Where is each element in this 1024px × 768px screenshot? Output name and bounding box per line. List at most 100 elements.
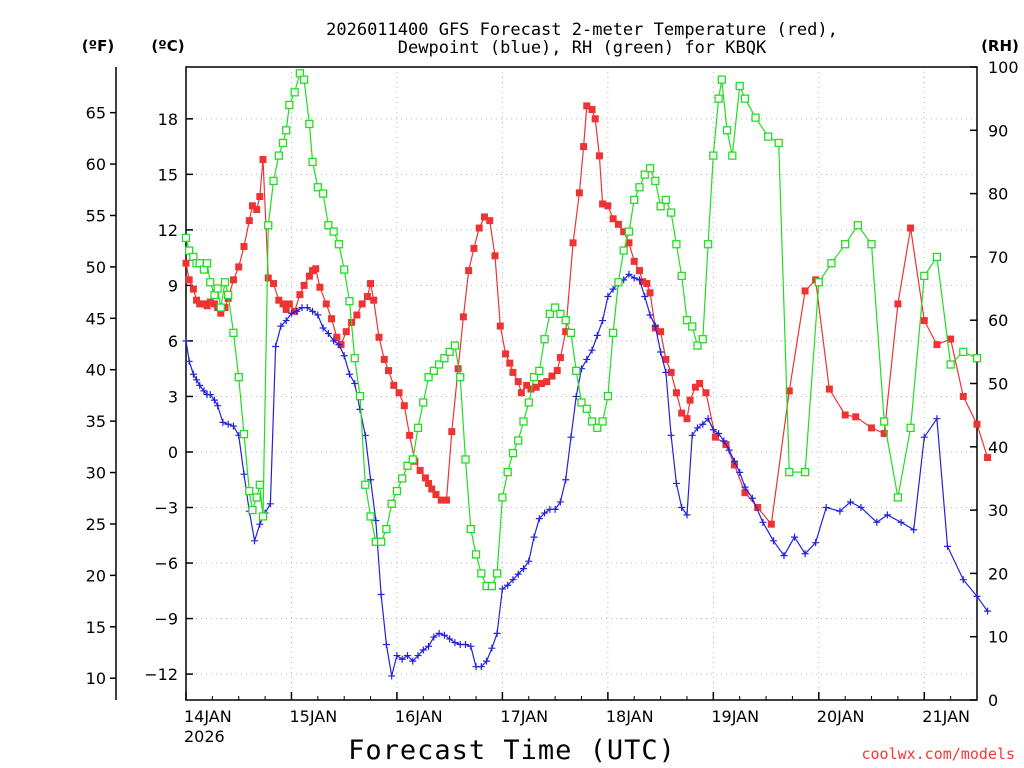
temperature-point xyxy=(691,383,699,391)
dewpoint-point xyxy=(398,655,406,663)
rh-point xyxy=(248,505,257,515)
temperature-point xyxy=(196,300,204,308)
temperature-point xyxy=(754,504,762,512)
dewpoint-point xyxy=(567,433,575,441)
rh-point xyxy=(299,75,309,84)
temperature-point xyxy=(639,278,647,286)
rh-tick-label: 20 xyxy=(988,564,1008,583)
dewpoint-point xyxy=(683,511,691,519)
rh-point xyxy=(252,493,261,502)
dewpoint-point xyxy=(812,539,820,547)
rh-point xyxy=(619,246,628,255)
temperature-point xyxy=(363,293,371,301)
dewpoint-point xyxy=(609,285,617,293)
dewpoint-point xyxy=(933,415,941,423)
rh-tick-label: 60 xyxy=(988,311,1008,330)
x-tick-label: 14JAN xyxy=(184,707,232,726)
dewpoint-point xyxy=(667,431,675,439)
dewpoint-point xyxy=(672,479,680,487)
rh-point xyxy=(841,240,850,249)
dewpoint-point xyxy=(541,509,549,517)
dewpoint-point xyxy=(636,276,644,284)
axes: 1815129630−3−6−9−12656055504540353025201… xyxy=(86,58,1019,746)
dewpoint-point xyxy=(535,515,543,523)
rh-point xyxy=(635,183,644,192)
dewpoint-point xyxy=(715,429,723,437)
dewpoint-point xyxy=(748,494,756,502)
dewpoint-point xyxy=(403,652,411,660)
dewpoint-point xyxy=(759,518,767,526)
dewpoint-point xyxy=(367,476,375,484)
celsius-tick-label: −9 xyxy=(154,610,178,629)
dewpoint-point xyxy=(335,341,343,349)
temperature-point xyxy=(279,300,287,308)
dewpoint-point xyxy=(910,526,918,534)
rh-point xyxy=(906,423,915,432)
x-axis-label: Forecast Time (UTC) xyxy=(348,735,676,766)
dewpoint-point xyxy=(240,470,248,478)
rh-point xyxy=(419,398,428,407)
series-rh xyxy=(181,69,982,591)
temperature-point xyxy=(296,291,304,299)
rh-point xyxy=(334,240,344,249)
temperature-point xyxy=(384,367,392,375)
dewpoint-point xyxy=(604,293,612,301)
dewpoint-point xyxy=(662,368,670,376)
temperature-point xyxy=(609,215,617,223)
rh-point xyxy=(814,278,823,287)
dewpoint-point xyxy=(730,457,738,465)
rh-point xyxy=(519,417,528,426)
fahrenheit-tick-label: 60 xyxy=(86,155,106,174)
rh-point xyxy=(880,417,889,426)
dewpoint-point xyxy=(530,533,538,541)
dewpoint-point xyxy=(836,507,844,515)
temperature-point xyxy=(730,461,738,469)
rh-point xyxy=(693,341,702,350)
dewpoint-point xyxy=(493,629,501,637)
rh-point xyxy=(313,183,322,192)
rh-point xyxy=(959,347,968,357)
fahrenheit-unit-label: (ºF) xyxy=(82,37,114,55)
rh-point xyxy=(477,569,486,578)
fahrenheit-tick-label: 35 xyxy=(86,412,106,431)
temperature-point xyxy=(959,392,967,400)
rh-point xyxy=(524,398,533,407)
temperature-point xyxy=(312,265,320,273)
dewpoint-point xyxy=(446,635,454,643)
temperature-point xyxy=(421,474,429,482)
data-series xyxy=(181,69,992,680)
dewpoint-point xyxy=(873,518,881,526)
temperature-point xyxy=(432,491,440,499)
temperature-point xyxy=(210,300,218,308)
dewpoint-point xyxy=(688,431,696,439)
temperature-point xyxy=(604,202,612,210)
rh-point xyxy=(220,278,230,287)
temperature-point xyxy=(285,300,293,308)
rh-point xyxy=(608,328,618,338)
dewpoint-point xyxy=(256,520,264,528)
celsius-tick-label: −3 xyxy=(154,499,178,518)
temperature-point xyxy=(537,380,545,387)
temperature-point xyxy=(801,287,809,295)
temperature-point xyxy=(506,359,514,367)
dewpoint-point xyxy=(340,352,348,360)
rh-point xyxy=(216,303,225,312)
rh-tick-label: 0 xyxy=(988,691,998,710)
rh-tick-label: 100 xyxy=(988,58,1019,77)
rh-point xyxy=(224,290,233,300)
rh-point xyxy=(774,138,783,148)
temperature-point xyxy=(253,206,261,214)
dewpoint-point xyxy=(319,324,327,332)
temperature-point xyxy=(580,143,588,151)
temperature-point xyxy=(193,296,201,304)
dewpoint-point xyxy=(440,631,448,639)
rh-point xyxy=(785,467,794,477)
series-dewpoint xyxy=(182,270,992,680)
dewpoint-point xyxy=(801,550,809,558)
celsius-tick-label: 9 xyxy=(168,276,178,295)
temperature-point xyxy=(894,300,902,308)
dewpoint-point xyxy=(193,376,201,384)
x-tick-label: 19JAN xyxy=(711,707,759,726)
dewpoint-point xyxy=(720,437,728,445)
dewpoint-point xyxy=(189,370,197,378)
